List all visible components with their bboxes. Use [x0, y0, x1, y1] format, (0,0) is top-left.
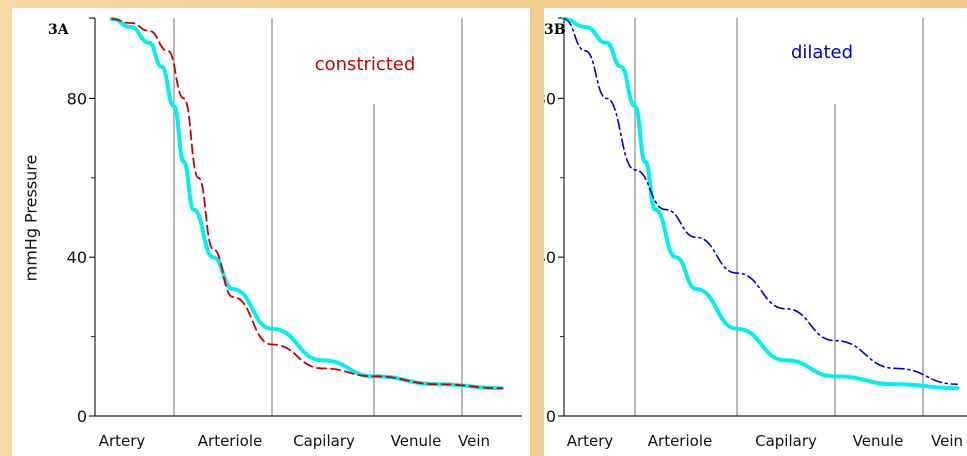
- series-line-normal: [562, 17, 959, 391]
- x-category-label: Venule: [853, 432, 904, 450]
- chart-svg-3b: 0 40 80 Artery Arteriole Capilary Venule Vein 3B…: [544, 17, 967, 450]
- x-category-label: Arteriole: [198, 432, 262, 450]
- x-category-label: Vein: [931, 432, 963, 450]
- x-category-label: Artery: [567, 432, 614, 450]
- y-tick-label: 40: [67, 248, 87, 267]
- panel-label: 3A: [48, 22, 70, 38]
- chart-svg-3a: 0 40 80 Artery Arteriole Capilary Venule Vein 3A…: [48, 17, 522, 450]
- curve-annotation: dilated: [791, 42, 853, 63]
- y-tick-label: 80: [544, 89, 556, 108]
- x-category-label: Artery: [99, 432, 146, 450]
- y-tick-label: 0: [77, 407, 87, 426]
- chart-panel-3a: mmHg Pressure 0 40 80 Artery Arteriole Capila…: [12, 8, 530, 456]
- x-category-label: Arteriole: [648, 432, 712, 450]
- x-category-label: Capilary: [293, 432, 355, 450]
- panel-label: 3B: [544, 22, 566, 38]
- y-tick-label: 0: [546, 407, 556, 426]
- y-tick-label: 40: [544, 248, 556, 267]
- series-line-normal: [110, 17, 504, 391]
- curve-annotation: constricted: [315, 54, 416, 75]
- series-line-constricted: [111, 18, 503, 390]
- x-category-label: Capilary: [755, 432, 817, 450]
- series-line-dilated: [563, 18, 958, 385]
- x-category-label: Vein: [458, 432, 490, 450]
- chart-panel-3b: 0 40 80 Artery Arteriole Capilary Venule Vein 3B…: [544, 8, 967, 456]
- x-category-label: Venule: [391, 432, 442, 450]
- y-tick-label: 80: [67, 89, 87, 108]
